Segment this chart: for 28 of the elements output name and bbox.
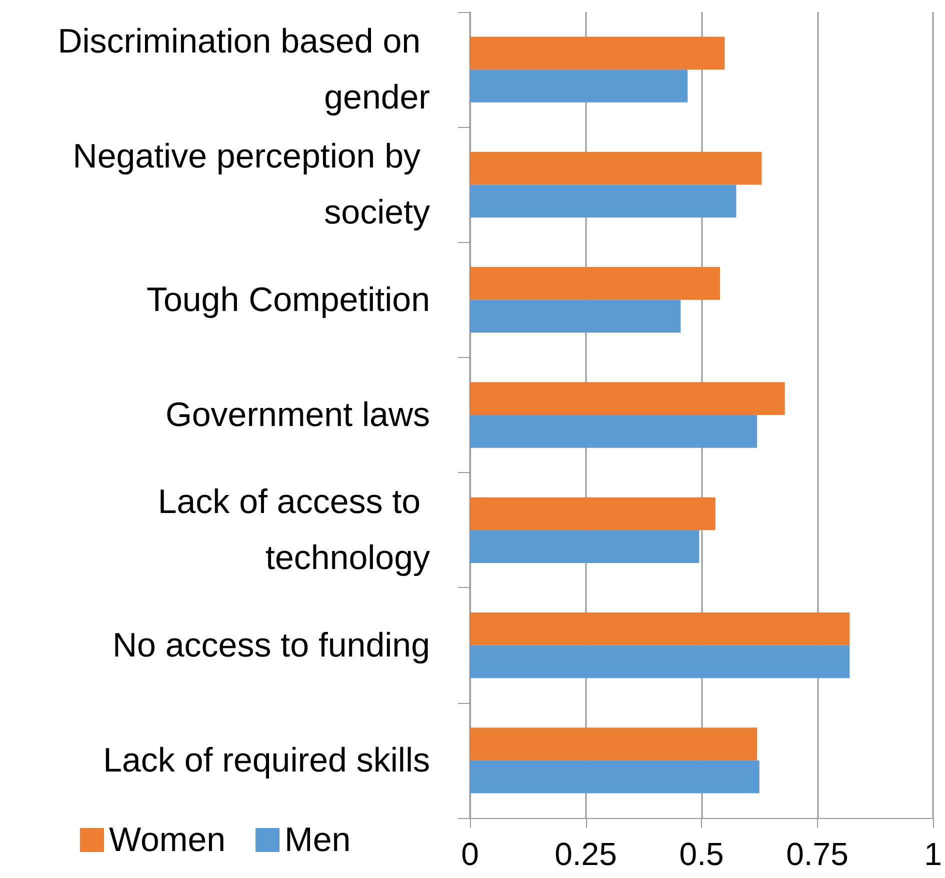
x-tick-label: 0.75 [786,836,848,872]
bar [470,184,736,218]
bar [470,36,725,70]
y-tick-label: Government laws [165,396,430,434]
bar [470,415,758,448]
bar [470,728,758,760]
y-tick-label: Lack of access to technology [158,483,430,578]
x-tick-label: 0.5 [679,836,724,872]
bar [470,70,688,102]
bar [470,530,700,563]
y-tick-label: Lack of required skills [103,741,430,780]
bar [470,382,785,415]
y-tick-label: Tough Competition [146,280,430,319]
legend-label: Men [284,821,351,859]
bar [470,760,760,794]
bar [470,267,720,300]
y-tick-label: No access to funding [112,626,430,664]
bar [470,152,762,185]
bar [470,300,681,333]
bar [470,645,850,678]
x-tick-label: 0.25 [554,836,617,872]
x-tick-label: 1 [924,836,942,872]
y-tick-label: Negative perception by society [72,138,430,232]
x-tick-label: 0 [461,836,479,872]
bar [470,497,716,530]
bar [470,612,850,646]
y-tick-label: Discrimination based on gender [58,22,430,117]
legend-label: Women [109,821,226,859]
